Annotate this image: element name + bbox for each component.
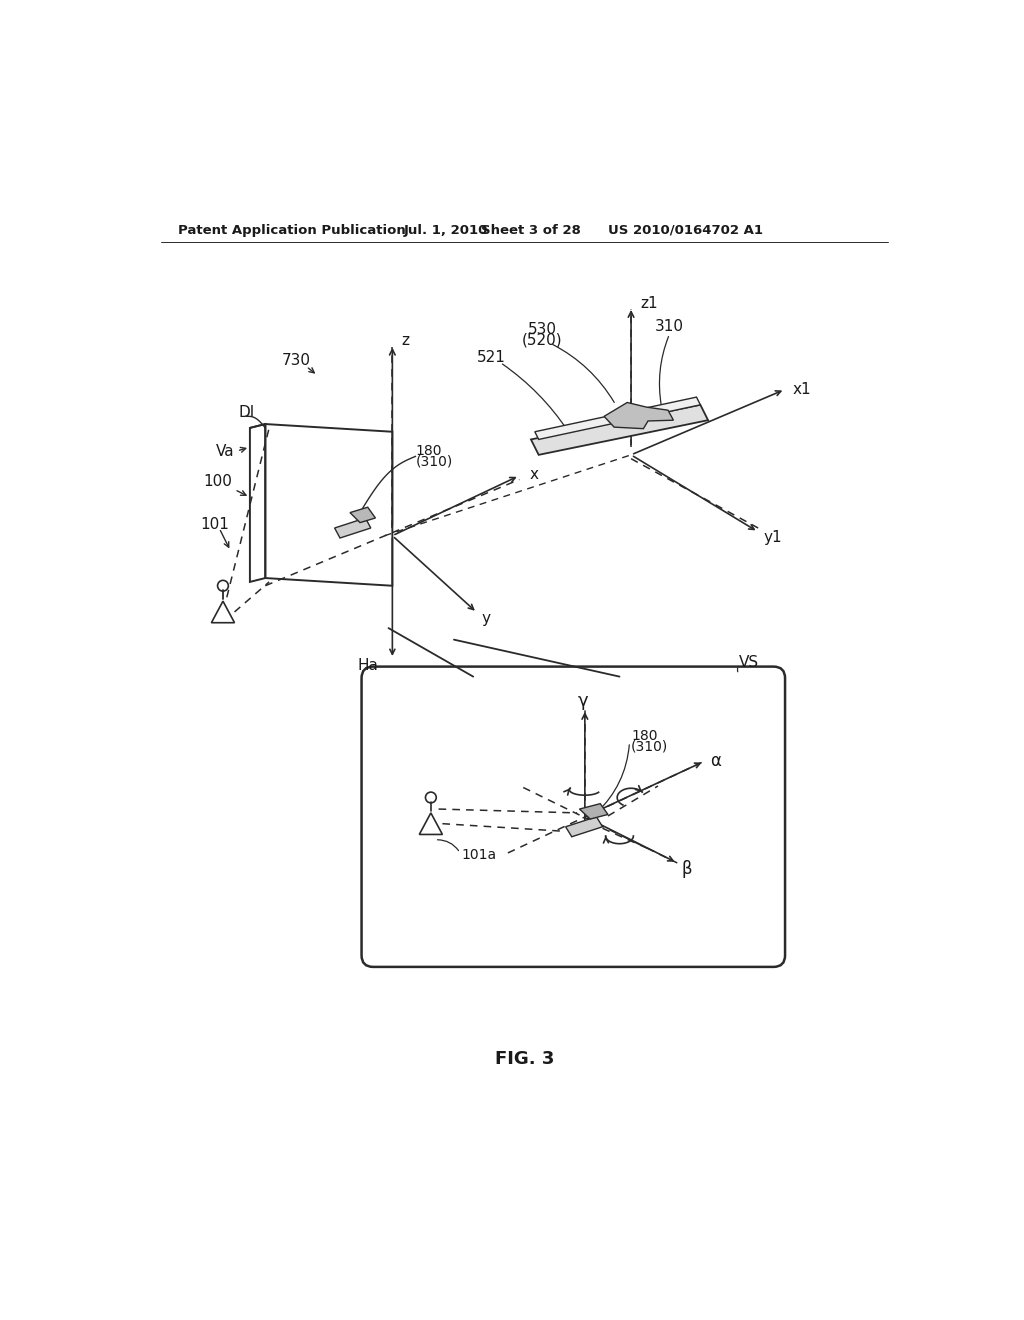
Text: x1: x1: [793, 381, 811, 397]
Text: Ha: Ha: [357, 657, 379, 673]
Polygon shape: [604, 403, 674, 429]
Text: β: β: [682, 861, 692, 878]
Text: 101a: 101a: [462, 849, 497, 862]
Text: z1: z1: [640, 296, 658, 310]
Text: Sheet 3 of 28: Sheet 3 of 28: [481, 223, 581, 236]
Text: 180: 180: [631, 729, 657, 743]
Text: US 2010/0164702 A1: US 2010/0164702 A1: [608, 223, 763, 236]
Text: α: α: [711, 752, 721, 771]
Text: (310): (310): [631, 739, 669, 754]
Polygon shape: [535, 397, 700, 440]
Polygon shape: [565, 817, 602, 837]
Text: DI: DI: [239, 405, 255, 420]
Text: 521: 521: [476, 350, 506, 364]
Text: Jul. 1, 2010: Jul. 1, 2010: [403, 223, 488, 236]
Text: 180: 180: [416, 444, 442, 458]
Text: γ: γ: [578, 692, 589, 710]
Polygon shape: [531, 405, 708, 455]
Text: 730: 730: [282, 352, 310, 368]
Text: 310: 310: [655, 318, 684, 334]
Text: x: x: [529, 466, 539, 482]
Text: FIG. 3: FIG. 3: [496, 1051, 554, 1068]
Text: 101: 101: [200, 516, 228, 532]
Text: VS: VS: [739, 655, 759, 671]
Polygon shape: [350, 507, 376, 523]
Polygon shape: [335, 517, 371, 539]
FancyBboxPatch shape: [361, 667, 785, 966]
Text: (520): (520): [522, 333, 563, 347]
Text: Patent Application Publication: Patent Application Publication: [178, 223, 407, 236]
Text: 100: 100: [204, 474, 232, 490]
Polygon shape: [580, 804, 608, 818]
Text: z: z: [401, 334, 410, 348]
Text: y1: y1: [764, 529, 782, 545]
Text: 530: 530: [528, 322, 557, 337]
Text: y: y: [481, 611, 490, 627]
Text: (310): (310): [416, 454, 453, 469]
Text: Va: Va: [216, 444, 234, 458]
